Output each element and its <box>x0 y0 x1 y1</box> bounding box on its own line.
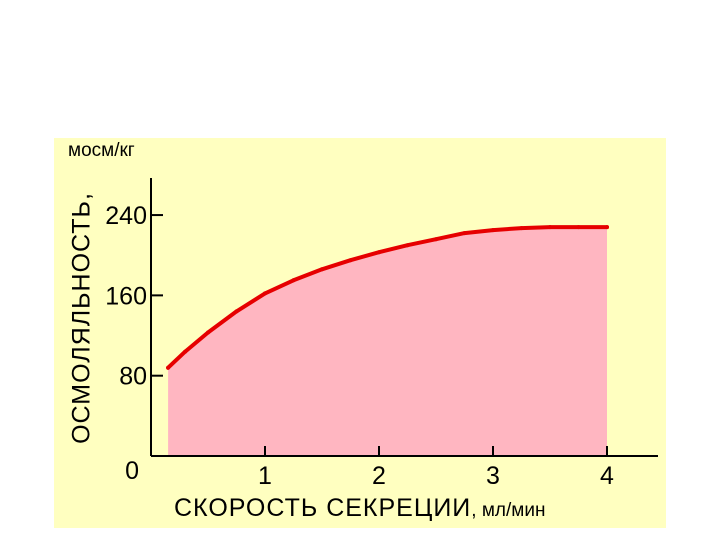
data-point-3 <box>234 309 239 314</box>
data-point-6 <box>320 267 324 272</box>
area-fill <box>168 227 607 456</box>
origin-label: 0 <box>125 457 139 485</box>
x-axis-label: СКОРОСТЬ СЕКРЕЦИИ <box>174 494 472 522</box>
data-point-12 <box>491 228 495 233</box>
data-point-16 <box>605 225 609 230</box>
x-axis-label-group: СКОРОСТЬ СЕКРЕЦИИ, мл/мин <box>174 494 545 523</box>
data-point-15 <box>576 225 581 230</box>
y-tick-label-240: 240 <box>105 202 147 230</box>
y-tick-label-160: 160 <box>105 282 147 310</box>
data-point-10 <box>434 237 438 242</box>
x-tick-label-4: 4 <box>600 462 614 490</box>
y-tick-label-80: 80 <box>119 363 147 391</box>
x-tick-label-1: 1 <box>258 462 272 490</box>
x-tick-label-2: 2 <box>372 462 386 490</box>
data-point-8 <box>377 250 381 255</box>
data-point-7 <box>348 258 353 263</box>
x-axis-unit: , мл/мин <box>471 500 546 521</box>
y-axis-unit: мосм/кг <box>68 140 135 161</box>
y-axis-label: ОСМОЛЯЛЬНОСТЬ, <box>67 192 96 444</box>
x-tick-label-3: 3 <box>486 462 500 490</box>
data-point-13 <box>519 226 524 231</box>
data-point-1 <box>183 349 188 354</box>
data-point-11 <box>462 231 467 236</box>
data-point-0 <box>166 365 171 370</box>
osmolality-chart: 80 160 240 0 1 2 3 4 <box>105 178 658 490</box>
data-point-4 <box>263 291 267 296</box>
data-point-9 <box>405 243 410 248</box>
data-point-2 <box>206 330 210 335</box>
data-point-14 <box>548 225 552 230</box>
data-point-5 <box>291 278 296 283</box>
chart-panel: 80 160 240 0 1 2 3 4 <box>54 138 666 528</box>
